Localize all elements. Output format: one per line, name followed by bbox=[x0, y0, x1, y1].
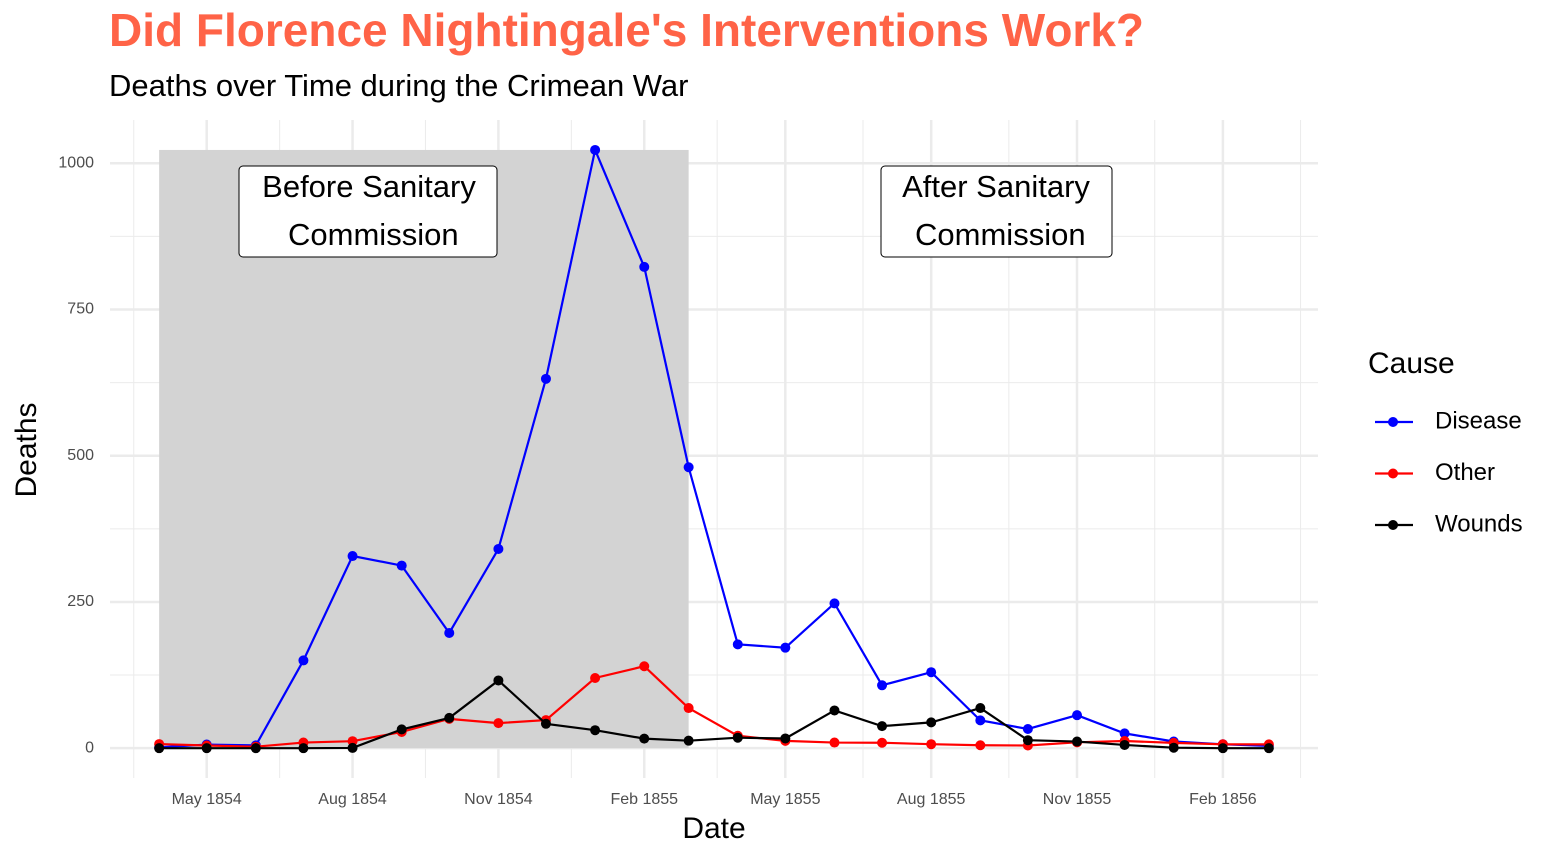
x-tick-label: Aug 1855 bbox=[897, 791, 966, 808]
data-point bbox=[1217, 743, 1228, 754]
data-point bbox=[926, 667, 937, 678]
annotation-box bbox=[880, 165, 1113, 258]
legend-label: Wounds bbox=[1435, 510, 1523, 537]
legend-swatch-point bbox=[1388, 468, 1398, 479]
data-point bbox=[732, 639, 743, 650]
y-axis-label: Deaths bbox=[10, 402, 43, 497]
data-point bbox=[1072, 710, 1083, 721]
data-point bbox=[877, 721, 888, 732]
chart-subtitle: Deaths over Time during the Crimean War bbox=[109, 68, 688, 103]
data-point bbox=[683, 735, 694, 746]
y-tick-label: 250 bbox=[67, 593, 94, 610]
data-point bbox=[1168, 742, 1179, 753]
data-point bbox=[250, 743, 261, 754]
data-point bbox=[298, 655, 309, 666]
data-point bbox=[590, 144, 601, 155]
data-point bbox=[639, 733, 650, 744]
data-point bbox=[877, 680, 888, 691]
data-point bbox=[590, 725, 601, 736]
data-point bbox=[683, 462, 694, 473]
data-point bbox=[1072, 736, 1083, 747]
x-tick-label: Feb 1855 bbox=[610, 791, 678, 808]
legend-label: Disease bbox=[1435, 407, 1522, 434]
data-point bbox=[493, 675, 504, 686]
series-line bbox=[159, 679, 1269, 750]
annotation-box bbox=[238, 165, 498, 258]
y-tick-label: 0 bbox=[85, 739, 94, 756]
y-tick-label: 500 bbox=[67, 447, 94, 464]
data-point bbox=[683, 703, 694, 714]
data-point bbox=[975, 703, 986, 714]
data-point bbox=[829, 737, 840, 748]
legend-swatch-point bbox=[1388, 417, 1398, 427]
data-point bbox=[1022, 735, 1033, 746]
data-point bbox=[396, 560, 407, 571]
legend-swatch-point bbox=[1388, 520, 1398, 530]
data-point bbox=[347, 551, 358, 562]
x-tick-label: Feb 1856 bbox=[1189, 791, 1257, 808]
data-point bbox=[780, 733, 791, 744]
legend-label: Other bbox=[1435, 459, 1495, 486]
data-point bbox=[780, 642, 791, 653]
data-point bbox=[493, 543, 504, 554]
data-point bbox=[1119, 728, 1130, 739]
data-point bbox=[444, 627, 455, 638]
data-point bbox=[732, 732, 743, 743]
annotation-text: After Sanitary bbox=[902, 169, 1090, 204]
data-point bbox=[926, 717, 937, 728]
x-tick-label: May 1854 bbox=[172, 791, 242, 808]
x-tick-label: May 1855 bbox=[750, 791, 820, 808]
data-point bbox=[1263, 743, 1274, 754]
annotation-text: Commission bbox=[906, 217, 1085, 252]
y-tick-label: 750 bbox=[67, 301, 94, 318]
data-point bbox=[975, 740, 986, 751]
series-line bbox=[159, 146, 1269, 749]
data-point bbox=[639, 261, 650, 272]
annotation-text: Before Sanitary bbox=[262, 169, 476, 204]
x-tick-label: Nov 1855 bbox=[1043, 791, 1112, 808]
data-point bbox=[347, 742, 358, 753]
x-tick-label: Nov 1854 bbox=[464, 791, 533, 808]
y-tick-label: 1000 bbox=[58, 155, 94, 172]
data-point bbox=[926, 739, 937, 750]
data-point bbox=[590, 672, 601, 683]
x-axis-label: Date bbox=[682, 812, 745, 845]
data-point bbox=[540, 373, 551, 384]
data-point bbox=[396, 724, 407, 735]
data-point bbox=[298, 743, 309, 754]
data-point bbox=[540, 718, 551, 729]
data-point bbox=[975, 715, 986, 726]
data-point bbox=[444, 712, 455, 723]
chart-title: Did Florence Nightingale's Interventions… bbox=[109, 4, 1144, 56]
x-tick-label: Aug 1854 bbox=[318, 791, 387, 808]
data-point bbox=[493, 718, 504, 729]
data-point bbox=[877, 737, 888, 748]
data-point bbox=[1022, 723, 1033, 734]
legend-title: Cause bbox=[1368, 347, 1455, 380]
data-point bbox=[201, 743, 212, 754]
annotation-text: Commission bbox=[279, 217, 458, 252]
data-point bbox=[1119, 739, 1130, 750]
data-point bbox=[829, 598, 840, 609]
data-point bbox=[154, 743, 165, 754]
data-point bbox=[829, 705, 840, 716]
data-point bbox=[639, 661, 650, 672]
